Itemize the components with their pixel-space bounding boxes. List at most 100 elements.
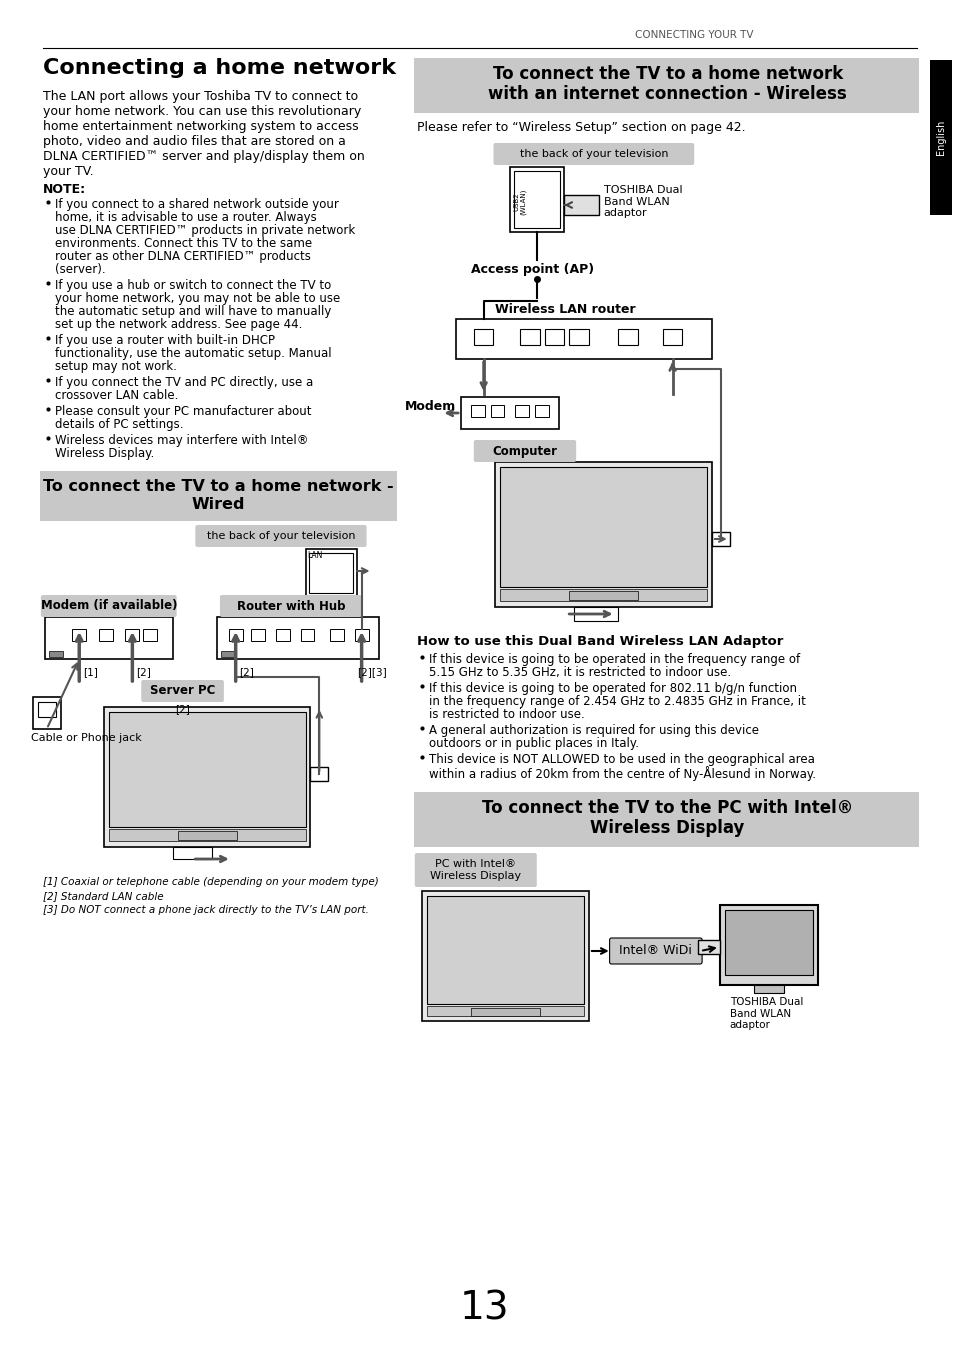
Text: This device is NOT ALLOWED to be used in the geographical area: This device is NOT ALLOWED to be used in… <box>428 753 814 767</box>
Text: outdoors or in public places in Italy.: outdoors or in public places in Italy. <box>428 737 638 750</box>
Text: Please refer to “Wireless Setup” section on page 42.: Please refer to “Wireless Setup” section… <box>416 120 744 134</box>
FancyBboxPatch shape <box>414 58 918 114</box>
FancyBboxPatch shape <box>544 329 564 345</box>
Text: TOSHIBA Dual
Band WLAN
adaptor: TOSHIBA Dual Band WLAN adaptor <box>729 996 802 1030</box>
FancyBboxPatch shape <box>474 439 576 462</box>
Text: in the frequency range of 2.454 GHz to 2.4835 GHz in France, it: in the frequency range of 2.454 GHz to 2… <box>428 695 804 708</box>
FancyBboxPatch shape <box>609 938 701 964</box>
Text: LAN: LAN <box>307 552 322 560</box>
Text: Connecting a home network: Connecting a home network <box>43 58 395 78</box>
FancyBboxPatch shape <box>421 891 588 1021</box>
Text: If you connect to a shared network outside your: If you connect to a shared network outsi… <box>54 197 338 211</box>
FancyBboxPatch shape <box>99 629 112 641</box>
Text: the back of your television: the back of your television <box>207 531 355 541</box>
FancyBboxPatch shape <box>275 629 290 641</box>
Text: Wired: Wired <box>192 498 245 512</box>
Text: your home network. You can use this revolutionary: your home network. You can use this revo… <box>43 105 360 118</box>
Text: router as other DLNA CERTIFIED™ products: router as other DLNA CERTIFIED™ products <box>54 250 310 264</box>
Text: Please consult your PC manufacturer about: Please consult your PC manufacturer abou… <box>54 406 311 418</box>
Text: [2]: [2] <box>239 667 254 677</box>
FancyBboxPatch shape <box>309 553 353 594</box>
Text: [2]: [2] <box>175 704 190 714</box>
Text: If you use a router with built-in DHCP: If you use a router with built-in DHCP <box>54 334 274 347</box>
Text: If you connect the TV and PC directly, use a: If you connect the TV and PC directly, u… <box>54 376 313 389</box>
Text: Wireless Display.: Wireless Display. <box>54 448 153 460</box>
FancyBboxPatch shape <box>724 910 813 975</box>
Text: photo, video and audio files that are stored on a: photo, video and audio files that are st… <box>43 135 345 147</box>
Text: The LAN port allows your Toshiba TV to connect to: The LAN port allows your Toshiba TV to c… <box>43 91 357 103</box>
FancyBboxPatch shape <box>514 170 559 228</box>
FancyBboxPatch shape <box>929 59 951 215</box>
FancyBboxPatch shape <box>330 629 344 641</box>
Text: home, it is advisable to use a router. Always: home, it is advisable to use a router. A… <box>54 211 316 224</box>
Text: [2] Standard LAN cable: [2] Standard LAN cable <box>43 891 163 900</box>
FancyBboxPatch shape <box>574 607 618 621</box>
Text: PC with Intel®
Wireless Display: PC with Intel® Wireless Display <box>430 860 520 880</box>
Text: If this device is going to be operated in the frequency range of: If this device is going to be operated i… <box>428 653 799 667</box>
FancyBboxPatch shape <box>569 591 638 600</box>
Text: your home network, you may not be able to use: your home network, you may not be able t… <box>54 292 339 306</box>
FancyBboxPatch shape <box>38 702 55 717</box>
Text: Modem (if available): Modem (if available) <box>40 599 177 612</box>
FancyBboxPatch shape <box>49 652 63 657</box>
FancyBboxPatch shape <box>72 629 86 641</box>
Text: 5.15 GHz to 5.35 GHz, it is restricted to indoor use.: 5.15 GHz to 5.35 GHz, it is restricted t… <box>428 667 730 679</box>
FancyBboxPatch shape <box>618 329 638 345</box>
FancyBboxPatch shape <box>414 792 918 846</box>
Text: [2]: [2] <box>136 667 151 677</box>
FancyBboxPatch shape <box>109 829 305 841</box>
Text: use DLNA CERTIFIED™ products in private network: use DLNA CERTIFIED™ products in private … <box>54 224 355 237</box>
Text: To connect the TV to a home network: To connect the TV to a home network <box>492 65 841 82</box>
Text: Server PC: Server PC <box>150 684 215 698</box>
FancyBboxPatch shape <box>495 462 711 607</box>
Text: the automatic setup and will have to manually: the automatic setup and will have to man… <box>54 306 331 318</box>
FancyBboxPatch shape <box>45 617 172 658</box>
Text: setup may not work.: setup may not work. <box>54 360 176 373</box>
FancyBboxPatch shape <box>500 466 706 587</box>
FancyBboxPatch shape <box>426 896 583 1005</box>
Text: Cable or Phone jack: Cable or Phone jack <box>31 733 142 744</box>
Text: home entertainment networking system to access: home entertainment networking system to … <box>43 120 358 132</box>
FancyBboxPatch shape <box>519 329 539 345</box>
FancyBboxPatch shape <box>220 595 361 617</box>
FancyBboxPatch shape <box>493 143 694 165</box>
Text: the back of your television: the back of your television <box>519 149 667 160</box>
Text: set up the network address. See page 44.: set up the network address. See page 44. <box>54 318 302 331</box>
Text: [3] Do NOT connect a phone jack directly to the TV’s LAN port.: [3] Do NOT connect a phone jack directly… <box>43 904 368 915</box>
Text: Modem: Modem <box>404 400 456 414</box>
FancyBboxPatch shape <box>104 707 310 846</box>
FancyBboxPatch shape <box>177 831 236 840</box>
FancyBboxPatch shape <box>310 767 328 781</box>
FancyBboxPatch shape <box>515 406 528 416</box>
Text: Wireless devices may interfere with Intel®: Wireless devices may interfere with Inte… <box>54 434 308 448</box>
FancyBboxPatch shape <box>490 406 504 416</box>
FancyBboxPatch shape <box>426 1006 583 1015</box>
FancyBboxPatch shape <box>41 595 176 617</box>
FancyBboxPatch shape <box>471 406 484 416</box>
Text: with an internet connection - Wireless: with an internet connection - Wireless <box>488 85 846 103</box>
Text: NOTE:: NOTE: <box>43 183 86 196</box>
Text: English: English <box>935 119 945 154</box>
Text: Wireless LAN router: Wireless LAN router <box>495 303 636 316</box>
Text: environments. Connect this TV to the same: environments. Connect this TV to the sam… <box>54 237 312 250</box>
FancyBboxPatch shape <box>33 698 60 729</box>
FancyBboxPatch shape <box>300 629 314 641</box>
FancyBboxPatch shape <box>216 617 379 658</box>
FancyBboxPatch shape <box>460 397 558 429</box>
FancyBboxPatch shape <box>535 406 548 416</box>
Text: Wireless Display: Wireless Display <box>590 819 744 837</box>
Text: A general authorization is required for using this device: A general authorization is required for … <box>428 725 758 737</box>
FancyBboxPatch shape <box>711 531 729 546</box>
FancyBboxPatch shape <box>564 195 598 215</box>
Text: USB2
(WLAN): USB2 (WLAN) <box>513 189 526 215</box>
FancyBboxPatch shape <box>720 904 818 986</box>
Text: details of PC settings.: details of PC settings. <box>54 418 183 431</box>
FancyBboxPatch shape <box>474 329 493 345</box>
FancyBboxPatch shape <box>229 629 242 641</box>
Text: If this device is going to be operated for 802.11 b/g/n function: If this device is going to be operated f… <box>428 681 796 695</box>
FancyBboxPatch shape <box>456 319 711 360</box>
Text: within a radius of 20km from the centre of Ny-Ålesund in Norway.: within a radius of 20km from the centre … <box>428 767 815 781</box>
FancyBboxPatch shape <box>662 329 681 345</box>
FancyBboxPatch shape <box>172 846 212 859</box>
FancyBboxPatch shape <box>221 652 234 657</box>
